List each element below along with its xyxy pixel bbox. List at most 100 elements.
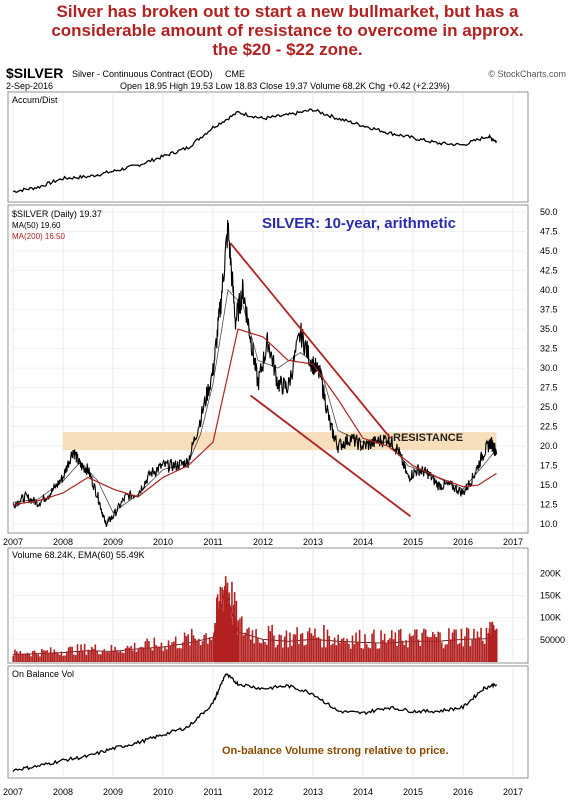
x-tick-label-bottom: 2013	[303, 787, 323, 797]
volume-tick-label: 100K	[540, 613, 561, 623]
description: Silver - Continuous Contract (EOD)	[72, 69, 213, 79]
volume-bar	[435, 637, 438, 662]
volume-bar	[405, 640, 407, 662]
x-tick-label: 2011	[203, 537, 222, 547]
volume-bar	[164, 646, 166, 662]
volume-bar	[253, 643, 256, 662]
volume-bar	[189, 645, 191, 662]
volume-bar	[224, 586, 226, 662]
volume-bar	[278, 634, 281, 662]
y-tick-label: 27.5	[540, 383, 558, 393]
volume-bar	[495, 628, 498, 662]
volume-bar	[228, 592, 231, 662]
volume-bar	[314, 628, 316, 662]
volume-bar	[232, 625, 234, 662]
volume-bar	[182, 642, 184, 662]
volume-bar	[162, 650, 164, 662]
volume-bar	[262, 639, 264, 662]
volume-bar	[432, 631, 434, 662]
volume-bar	[339, 642, 341, 662]
y-tick-label: 20.0	[540, 441, 558, 451]
volume-bar	[121, 652, 123, 662]
legend-silver: $SILVER (Daily) 19.37	[12, 209, 102, 219]
volume-bar	[274, 647, 277, 662]
volume-bar	[437, 631, 439, 662]
volume-bar	[367, 647, 370, 662]
volume-bar	[235, 600, 238, 662]
volume-bar	[165, 649, 168, 662]
volume-bar	[215, 627, 217, 662]
x-tick-label-bottom: 2009	[103, 787, 123, 797]
volume-bar	[240, 616, 243, 662]
volume-bar	[308, 627, 311, 662]
y-tick-label: 35.0	[540, 324, 558, 334]
accum-dist-line	[12, 108, 498, 194]
volume-bar	[287, 647, 289, 662]
volume-bar	[319, 638, 322, 662]
volume-bar	[257, 637, 259, 662]
volume-bar	[258, 642, 261, 662]
volume-bar	[415, 629, 418, 662]
volume-bar	[178, 647, 181, 662]
volume-bar	[230, 618, 232, 662]
volume-bar	[423, 628, 425, 662]
channel-lower-line	[249, 394, 412, 518]
y-tick-label: 42.5	[540, 266, 558, 276]
volume-bar	[376, 648, 379, 662]
volume-tick-label: 200K	[540, 568, 561, 578]
volume-bar	[353, 644, 356, 662]
volume-bar	[335, 645, 338, 662]
volume-bar	[248, 627, 250, 662]
volume-bar	[115, 650, 118, 662]
volume-bar	[158, 646, 161, 662]
volume-bar	[285, 630, 288, 662]
x-tick-label-bottom: 2010	[153, 787, 173, 797]
volume-bar	[267, 625, 270, 662]
volume-bar	[282, 647, 284, 662]
volume-bar	[190, 628, 193, 662]
volume-bar	[433, 634, 436, 662]
x-tick-label: 2010	[153, 537, 173, 547]
volume-bar	[169, 645, 172, 662]
volume-bar	[298, 644, 300, 662]
volume-bar	[444, 644, 447, 662]
volume-bar	[49, 647, 52, 662]
watermark: © StockCharts.com	[488, 69, 566, 79]
headline-line-2: considerable amount of resistance to ove…	[51, 21, 524, 40]
volume-bar	[174, 636, 177, 662]
volume-bar	[458, 643, 461, 662]
x-tick-label: 2017	[503, 537, 523, 547]
volume-bar	[419, 645, 422, 662]
volume-bar	[310, 633, 313, 662]
volume-bar	[305, 644, 307, 662]
x-tick-label: 2013	[303, 537, 323, 547]
volume-bar	[64, 655, 66, 662]
volume-bar	[69, 646, 72, 662]
volume-bar	[144, 641, 147, 662]
obv-title: On Balance Vol	[12, 669, 74, 679]
y-tick-label: 47.5	[540, 227, 558, 237]
symbol: $SILVER	[6, 65, 63, 81]
volume-bar	[223, 612, 225, 662]
volume-bar	[442, 648, 445, 662]
volume-bar	[40, 649, 43, 662]
volume-bar	[71, 646, 73, 662]
volume-bar	[173, 641, 175, 662]
volume-bar	[24, 654, 27, 662]
volume-bar	[157, 646, 159, 662]
volume-bar	[439, 632, 441, 662]
resistance-label: RESISTANCE	[393, 432, 463, 444]
volume-bar	[103, 649, 106, 662]
y-tick-label: 25.0	[540, 402, 558, 412]
volume-bar	[185, 636, 188, 662]
volume-bar	[289, 632, 291, 662]
volume-bar	[82, 650, 84, 662]
volume-bar	[96, 651, 98, 662]
volume-bar	[232, 605, 235, 662]
volume-bar	[17, 653, 20, 662]
volume-bar	[220, 609, 223, 662]
volume-bar	[132, 650, 134, 662]
volume-bar	[217, 608, 220, 662]
volume-bar	[58, 654, 61, 662]
